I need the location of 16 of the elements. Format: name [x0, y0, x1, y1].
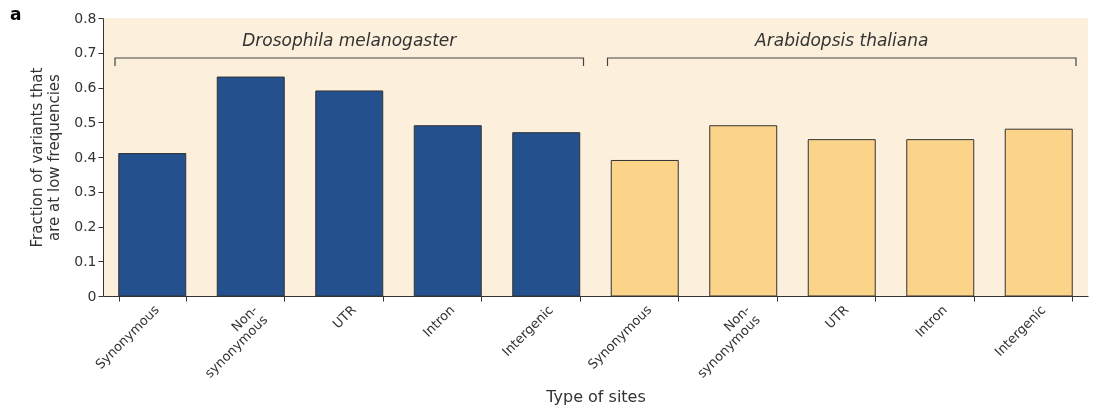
annotation: Drosophila melanogaster: [242, 30, 458, 50]
y-tick-label: 0.7: [74, 44, 97, 61]
y-tick-label: 0.3: [74, 183, 97, 200]
x-tick-label: UTR: [822, 302, 852, 332]
x-tick-label: UTR: [329, 302, 359, 332]
annotation: Arabidopsis thaliana: [754, 30, 929, 50]
y-tick-label: 0.8: [74, 9, 97, 26]
y-tick-label: 0.5: [74, 113, 97, 130]
y-tick-label: 0.1: [74, 252, 97, 269]
y-tick-label: 0.2: [74, 218, 97, 234]
y-tick-label: 0.6: [74, 79, 97, 95]
y-tick-label: 0: [87, 287, 97, 304]
text: a: [10, 4, 22, 24]
x-axis-title: Type of sites: [545, 386, 646, 406]
y-tick-label: 0.4: [74, 148, 97, 165]
y-axis-title: Fraction of variants that are at low frequencies: [28, 67, 64, 248]
